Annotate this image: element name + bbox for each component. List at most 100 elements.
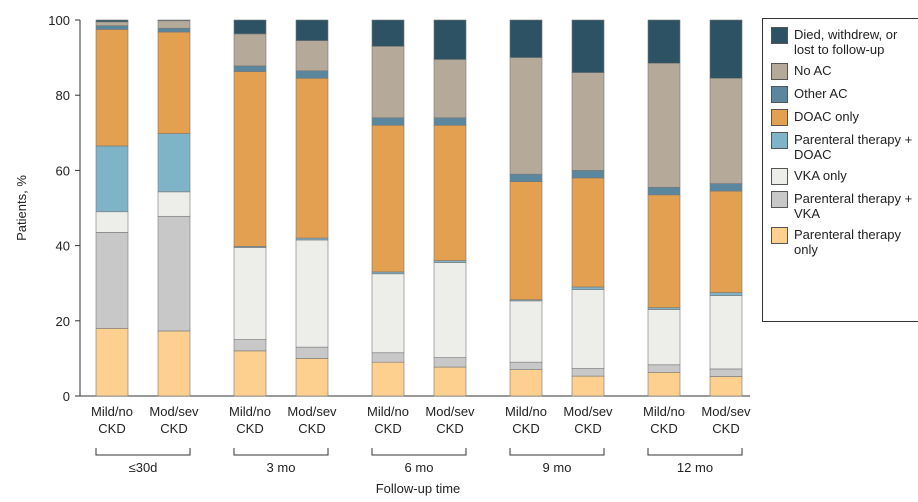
bar-segment [233,247,267,340]
bar-segment [509,19,543,58]
bar-segment [433,19,467,60]
legend-swatch [771,227,788,244]
legend-label: Other AC [794,86,848,101]
bar-segment [371,361,405,397]
group-label: 6 mo [405,460,434,475]
y-tick-label: 20 [56,314,70,329]
group-bracket [509,448,605,456]
bar-segment [95,145,129,213]
bar-segment [157,330,191,397]
bar-segment [647,187,681,196]
bar-segment [295,358,329,397]
bar-segment [509,57,543,175]
x-tick-label: Mod/sev CKD [701,404,751,436]
bar-segment [157,215,191,332]
legend-swatch [771,27,788,44]
legend-swatch [771,132,788,149]
legend-item: Parenteral therapy + DOAC [771,132,918,162]
bar-segment [509,369,543,397]
bar-segment [233,350,267,397]
bar-segment [647,62,681,188]
legend-swatch [771,191,788,208]
bar-segment [157,191,191,217]
legend-label: No AC [794,63,832,78]
bar-segment [571,289,605,369]
group-label: 9 mo [543,460,572,475]
bar-segment [371,46,405,119]
bar-segment [233,71,267,247]
bar-segment [371,273,405,354]
bar-segment [709,292,743,296]
bar-segment [433,59,467,119]
legend-label: Died, withdrew, or lost to follow-up [794,27,898,57]
bar-segment [647,309,681,366]
bar-segment [295,40,329,72]
legend-swatch [771,63,788,80]
x-tick-label: Mild/no CKD [505,404,547,436]
bar-segment [571,368,605,377]
legend-label: Parenteral therapy + DOAC [794,132,913,162]
legend-item: Other AC [771,86,918,103]
bar-segment [571,19,605,73]
bar-segment [233,33,267,67]
bar-segment [295,77,329,239]
x-tick-label: Mild/no CKD [367,404,409,436]
bar-segment [709,190,743,293]
bar-segment [709,183,743,192]
bar-segment [95,21,129,26]
bar-segment [571,375,605,397]
bar-segment [709,376,743,397]
legend-swatch [771,168,788,185]
y-tick-label: 0 [63,389,70,404]
bar-segment [509,173,543,182]
bar-segment [295,346,329,359]
bar-segment [233,19,267,35]
bar-segment [95,29,129,147]
bar-segment [95,211,129,233]
bar-segment [433,357,467,368]
x-tick-label: Mild/no CKD [91,404,133,436]
legend-label: DOAC only [794,109,860,124]
legend-item: DOAC only [771,109,918,126]
bar-segment [433,262,467,358]
legend: Died, withdrew, or lost to follow-up No A… [762,18,918,322]
x-tick-label: Mod/sev CKD [149,404,199,436]
bar-segment [647,364,681,373]
x-tick-label: Mild/no CKD [643,404,685,436]
bar-segment [709,368,743,377]
bar-segment [571,177,605,288]
bar-segment [647,194,681,308]
bar-segment [95,19,129,23]
y-tick-label: 80 [56,88,70,103]
x-tick-label: Mod/sev CKD [425,404,475,436]
bar-segment [433,124,467,261]
bar-segment [709,295,743,370]
bar-segment [295,70,329,79]
legend-item: VKA only [771,168,918,185]
bar-segment [233,65,267,72]
x-tick-label: Mod/sev CKD [287,404,337,436]
bar-segment [709,19,743,79]
group-label: 3 mo [267,460,296,475]
bar-segment [647,372,681,397]
bar-segment [433,117,467,126]
bar-segment [371,19,405,47]
bar-segment [95,328,129,397]
bar-segment [571,286,605,290]
bar-segment [571,72,605,171]
legend-item: Parenteral therapy + VKA [771,191,918,221]
bar-segment [433,366,467,397]
bar-segment [157,27,191,33]
bar-segment [157,19,191,22]
bar-segment [295,239,329,348]
legend-label: Parenteral therapy + VKA [794,191,913,221]
bar-segment [571,170,605,179]
bar-segment [295,19,329,41]
legend-label: VKA only [794,168,847,183]
group-label: ≤30d [129,460,158,475]
bar-segment [509,181,543,301]
legend-item: No AC [771,63,918,80]
group-bracket [233,448,329,456]
x-tick-label: Mild/no CKD [229,404,271,436]
